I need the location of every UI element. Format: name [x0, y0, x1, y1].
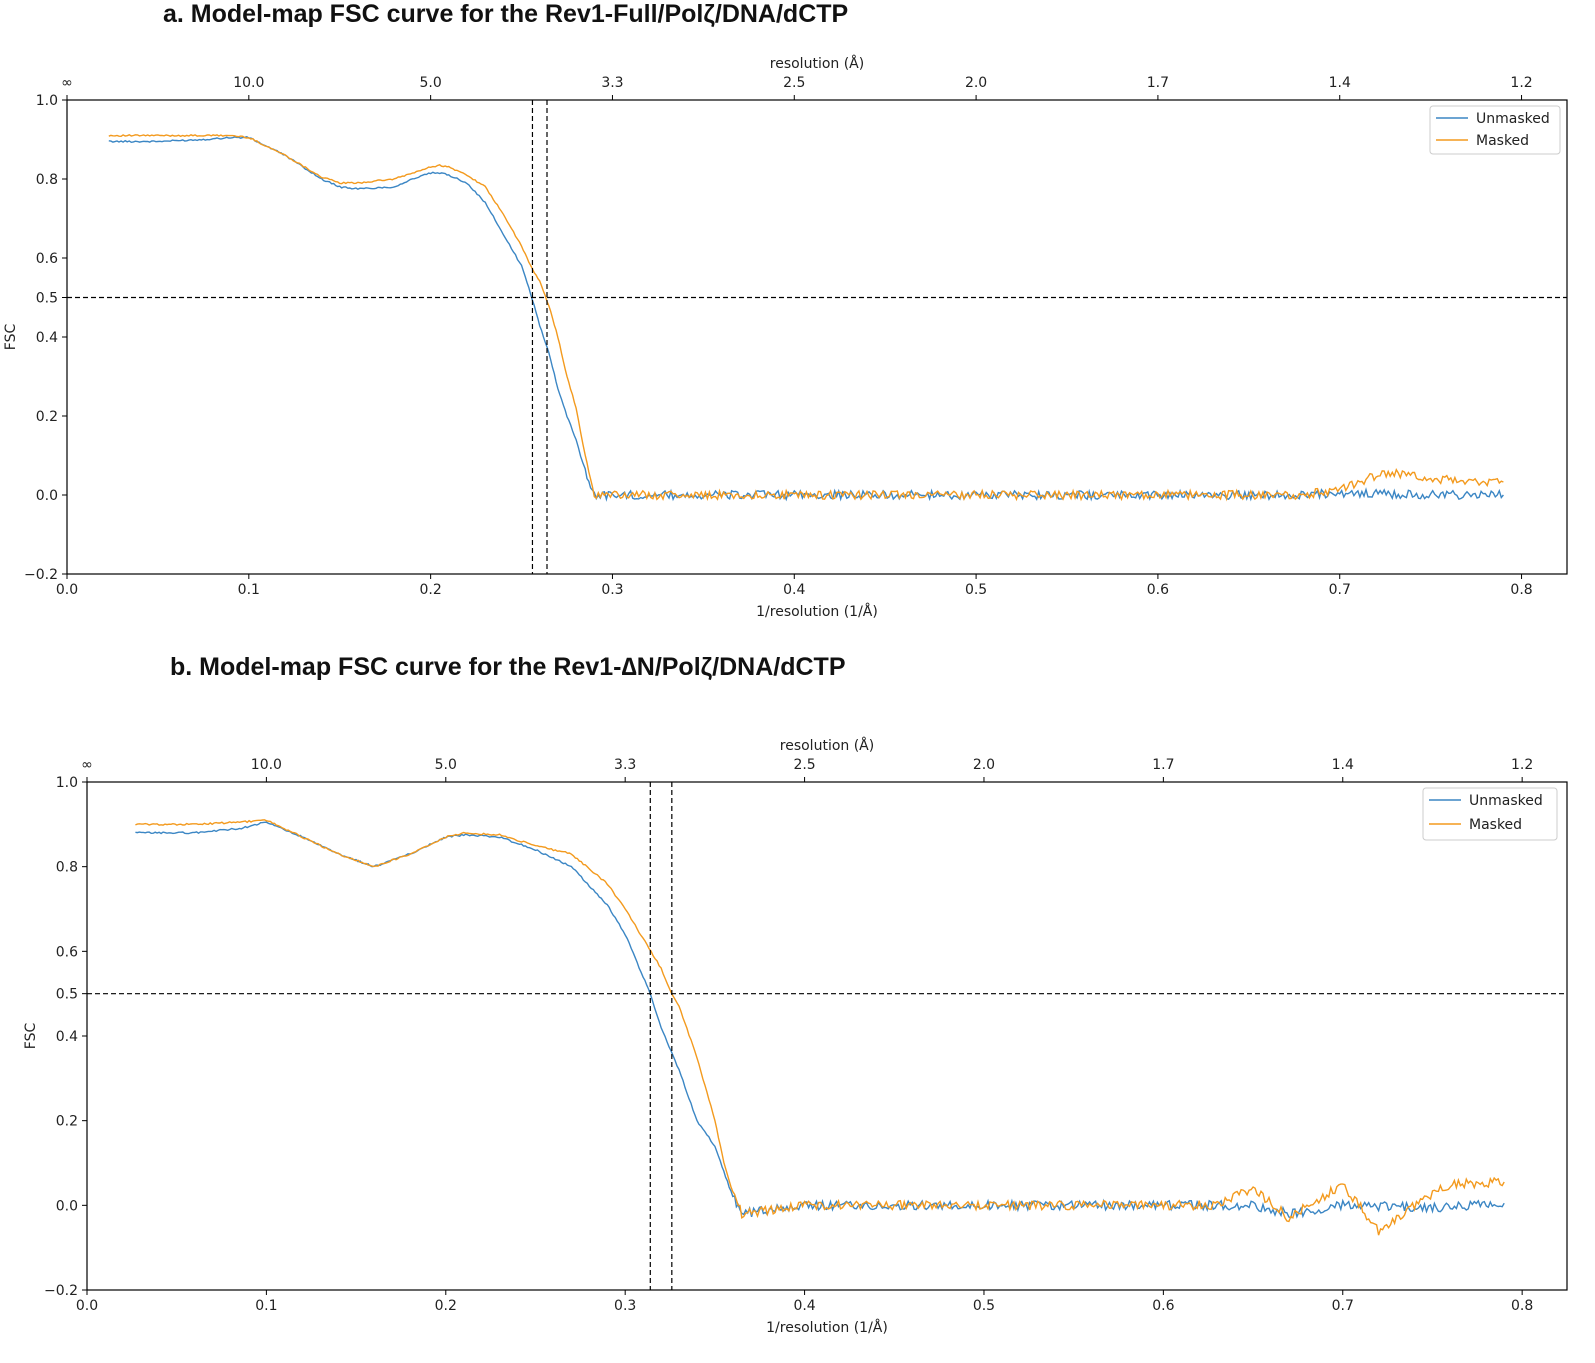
unmasked-curve [108, 136, 1504, 502]
top-tick-label: 5.0 [420, 75, 442, 91]
y-tick-label: 0.8 [56, 860, 78, 876]
top-tick-label: 1.4 [1332, 757, 1354, 773]
legend: Unmasked Masked [1429, 105, 1561, 155]
masked-curve [108, 134, 1504, 502]
y-tick-label: 0.8 [36, 172, 58, 188]
x-tick-label: 0.6 [1147, 582, 1169, 598]
y-tick-label: 0.2 [56, 1114, 78, 1130]
x-tick-label: 0.8 [1510, 582, 1532, 598]
x-tick-label: 0.2 [435, 1298, 457, 1314]
x-tick-label: 0.5 [973, 1298, 995, 1314]
legend-box [1422, 787, 1558, 841]
top-tick-label: 2.5 [783, 75, 805, 91]
top-tick-label: 1.2 [1510, 75, 1532, 91]
unmasked-curve [135, 821, 1505, 1219]
y-axis-label: FSC [3, 324, 19, 351]
legend: Unmasked Masked [1422, 787, 1558, 841]
x-tick-label: 0.3 [614, 1298, 636, 1314]
top-tick-label: 2.5 [793, 757, 815, 773]
top-tick-label: 1.7 [1152, 757, 1174, 773]
y-tick-label: 0.6 [36, 251, 58, 267]
x-tick-label: 0.4 [793, 1298, 815, 1314]
top-tick-label: 1.4 [1329, 75, 1351, 91]
panel-b-title: b. Model-map FSC curve for the Rev1-∆N/P… [170, 653, 846, 681]
top-tick-label: 10.0 [251, 757, 282, 773]
legend-label-unmasked: Unmasked [1476, 111, 1550, 127]
x-tick-label: 0.6 [1152, 1298, 1174, 1314]
y-tick-label: 0.5 [56, 987, 78, 1003]
y-tick-label: 1.0 [56, 775, 78, 791]
fsc-chart-a: 0.0 0.1 0.2 0.3 0.4 0.5 0.6 0.7 0.8 ∞ 10.0 5.0 3.3 2.… [3, 55, 1568, 620]
y-tick-label: −0.2 [44, 1283, 78, 1299]
masked-curve [135, 819, 1505, 1236]
x-tick-label: 0.1 [238, 582, 260, 598]
top-tick-label: ∞ [61, 75, 73, 91]
x-tick-label: 0.8 [1511, 1298, 1533, 1314]
y-tick-label: 0.2 [36, 409, 58, 425]
x-axis-label: 1/resolution (1/Å) [766, 1319, 888, 1336]
top-tick-label: 2.0 [973, 757, 995, 773]
y-tick-label: 0.4 [36, 330, 58, 346]
y-tick-label: 0.4 [56, 1029, 78, 1045]
x-tick-label: 0.1 [255, 1298, 277, 1314]
x-tick-label: 0.0 [56, 582, 78, 598]
y-tick-label: −0.2 [24, 567, 58, 583]
x-tick-label: 0.4 [783, 582, 805, 598]
top-tick-label: 3.3 [601, 75, 623, 91]
legend-label-unmasked: Unmasked [1469, 793, 1543, 809]
top-axis-label: resolution (Å) [780, 737, 874, 754]
y-tick-label: 1.0 [36, 93, 58, 109]
top-tick-label: 3.3 [614, 757, 636, 773]
top-tick-label: 1.2 [1511, 757, 1533, 773]
y-tick-label: 0.5 [36, 291, 58, 307]
fsc-chart-b: 0.0 0.1 0.2 0.3 0.4 0.5 0.6 0.7 0.8 ∞ 10.0 5.0 3.3 2.… [23, 737, 1568, 1336]
x-axis-label: 1/resolution (1/Å) [756, 603, 878, 620]
top-tick-label: ∞ [81, 757, 93, 773]
y-tick-label: 0.0 [36, 488, 58, 504]
legend-label-masked: Masked [1469, 817, 1522, 833]
top-tick-label: 10.0 [233, 75, 264, 91]
x-tick-label: 0.0 [76, 1298, 98, 1314]
panel-a-title: a. Model-map FSC curve for the Rev1-Full… [163, 0, 849, 28]
top-tick-label: 5.0 [435, 757, 457, 773]
x-tick-label: 0.2 [420, 582, 442, 598]
top-tick-label: 1.7 [1147, 75, 1169, 91]
top-axis-label: resolution (Å) [770, 55, 864, 72]
y-tick-label: 0.0 [56, 1198, 78, 1214]
y-axis-label: FSC [23, 1023, 39, 1050]
legend-label-masked: Masked [1476, 133, 1529, 149]
plot-frame [66, 99, 1568, 575]
x-tick-label: 0.7 [1329, 582, 1351, 598]
x-tick-label: 0.3 [601, 582, 623, 598]
x-tick-label: 0.5 [965, 582, 987, 598]
x-tick-label: 0.7 [1332, 1298, 1354, 1314]
y-tick-label: 0.6 [56, 944, 78, 960]
top-tick-label: 2.0 [965, 75, 987, 91]
plot-frame [86, 781, 1568, 1291]
